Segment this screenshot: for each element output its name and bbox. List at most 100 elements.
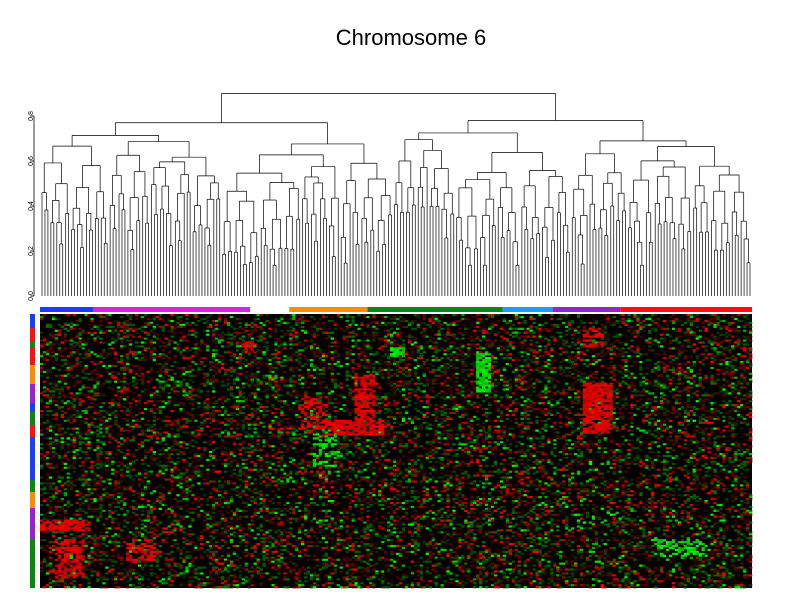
heatmap-cell [200,317,204,321]
heatmap-cell [105,366,109,370]
heatmap-cell [164,382,168,385]
heatmap-cell [63,339,67,342]
heatmap-cell [63,574,67,577]
heatmap-cell [235,544,240,548]
heatmap-cell [40,562,44,565]
heatmap-cell [250,584,254,587]
heatmap-cell [90,568,94,571]
heatmap-cell [179,417,183,420]
heatmap-cell [247,452,251,456]
heatmap-cell [176,343,180,346]
heatmap-cell [108,435,112,438]
heatmap-cell [244,458,248,462]
heatmap-cell [63,321,67,325]
heatmap-cell [220,554,225,557]
heatmap-cell [277,345,281,348]
heatmap-cell [42,492,47,495]
heatmap-cell [164,345,168,348]
heatmap-cell [134,535,139,538]
heatmap-cell [280,443,284,446]
heatmap-cell [120,368,124,372]
heatmap-cell [81,519,85,522]
heatmap-cell [188,364,192,368]
heatmap-cell [90,574,94,577]
heatmap-cell [188,441,192,444]
heatmap-cell [185,419,189,422]
heatmap-cell [176,574,180,577]
heatmap-cell [57,574,62,577]
heatmap-cell [215,433,219,436]
heatmap-cell [114,488,118,491]
heatmap-cell [75,415,79,419]
heatmap-cell [131,327,136,330]
heatmap-cell [149,341,154,344]
heatmap-cell [90,372,94,375]
heatmap-cell [96,515,100,518]
heatmap-cell [218,409,222,413]
heatmap-cell [78,353,82,356]
heatmap-cell [155,497,159,501]
heatmap-cell [179,427,183,430]
heatmap-cell [191,445,195,448]
heatmap-cell [60,550,65,554]
heatmap-cell [87,564,91,567]
heatmap-cell [179,382,183,385]
heatmap-cell [87,523,91,526]
heatmap-cell [84,417,88,420]
heatmap-cell [90,531,94,534]
heatmap-cell [60,544,65,548]
heatmap-cell [197,396,201,399]
heatmap-cell [277,357,281,360]
heatmap-cell [277,419,281,422]
heatmap-cell [149,396,154,399]
heatmap-cell [134,474,139,477]
heatmap-cell [63,411,67,415]
heatmap-cell [229,413,234,417]
heatmap-cell [42,497,47,501]
heatmap-cell [200,362,204,366]
heatmap-cell [215,353,219,356]
heatmap-cell [63,539,67,542]
heatmap-cell [244,462,248,465]
heatmap-cell [102,558,106,561]
heatmap-cell [241,392,245,395]
heatmap-cell [268,327,272,330]
heatmap-cell [244,505,248,509]
heatmap-cell [182,386,186,389]
heatmap-cell [117,441,121,444]
heatmap-cell [93,411,97,415]
heatmap-cell [54,339,59,342]
heatmap-cell [155,550,159,554]
heatmap-cell [87,405,91,409]
heatmap-cell [51,466,56,469]
heatmap-cell [220,413,225,417]
heatmap-cell [179,451,183,454]
heatmap-cell [164,423,168,426]
heatmap-cell [212,542,216,546]
heatmap-cell [232,405,237,409]
heatmap-cell [173,331,177,334]
heatmap-cell [93,449,97,452]
heatmap-cell [131,425,136,428]
heatmap-cell [167,384,171,387]
heatmap-cell [280,472,284,475]
heatmap-cell [191,390,195,393]
heatmap-cell [155,576,159,579]
heatmap-cell [191,439,195,442]
heatmap-cell [277,542,281,546]
heatmap-cell [137,364,142,368]
heatmap-cell [120,451,124,454]
heatmap-cell [72,341,76,344]
heatmap-cell [87,515,91,518]
heatmap-cell [131,378,136,381]
heatmap-cell [182,515,186,518]
heatmap-cell [126,390,130,393]
heatmap-cell [75,478,79,481]
heatmap-cell [42,488,47,491]
heatmap-cell [140,374,145,377]
heatmap-cell [51,535,56,538]
heatmap-cell [126,339,130,342]
heatmap-cell [215,458,219,462]
heatmap-cell [182,537,186,540]
heatmap-cell [274,484,278,487]
